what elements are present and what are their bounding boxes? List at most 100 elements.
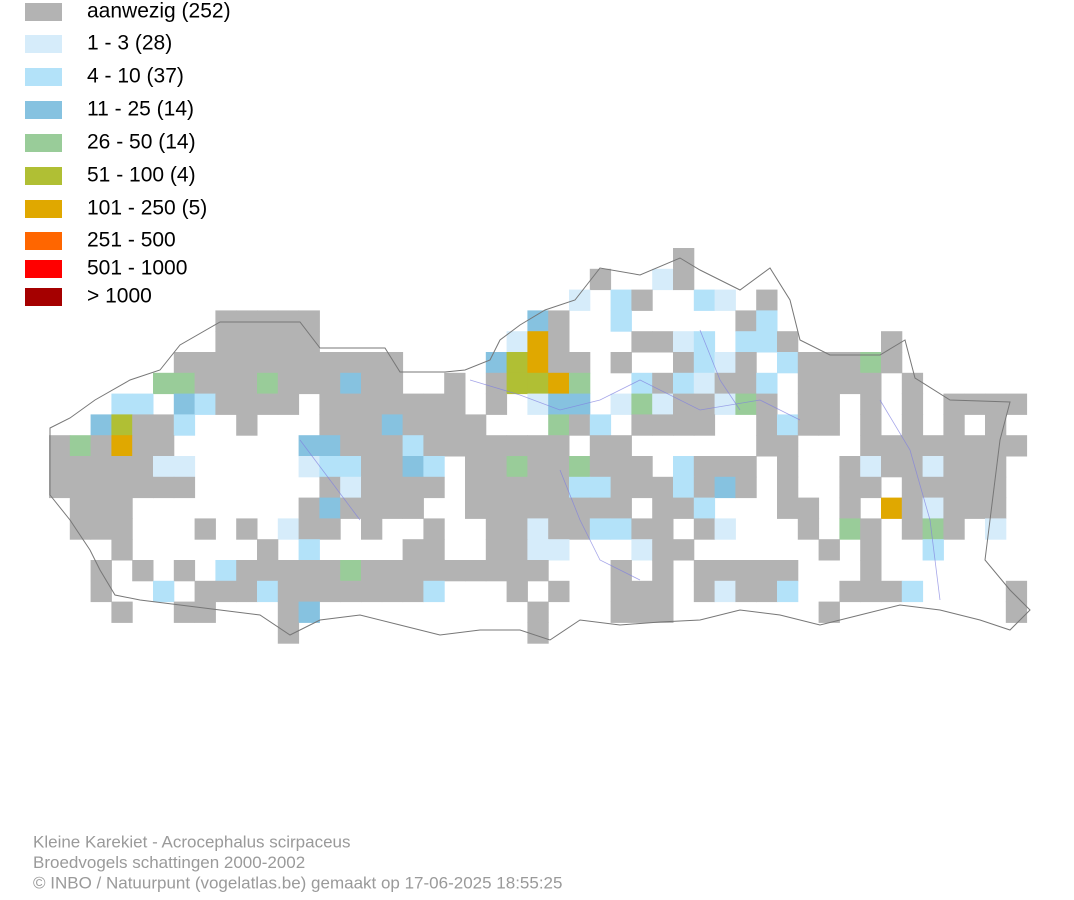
grid-cell [735, 372, 757, 395]
grid-cell [943, 518, 965, 540]
footer-line: © INBO / Natuurpunt (vogelatlas.be) gema… [33, 873, 562, 892]
grid-cell [132, 435, 154, 457]
grid-cell [90, 560, 112, 582]
grid-cell [735, 456, 757, 478]
legend-swatch [25, 68, 62, 86]
grid-cell [631, 539, 653, 561]
grid-cell [173, 414, 196, 436]
grid-cell [777, 414, 799, 436]
grid-cell [839, 352, 861, 374]
grid-cell [548, 476, 570, 499]
grid-cell [465, 435, 487, 457]
grid-cell [173, 352, 196, 374]
grid-cell [985, 497, 1007, 519]
grid-cell [777, 497, 799, 519]
footer-line: Kleine Karekiet - Acrocephalus scirpaceu… [33, 832, 351, 851]
grid-cell [194, 372, 216, 395]
grid-cell [298, 580, 320, 603]
grid-cell [901, 497, 924, 519]
grid-cell [319, 497, 341, 519]
grid-cell [548, 414, 570, 436]
grid-cell [402, 414, 424, 436]
grid-cell [527, 518, 549, 540]
legend-swatch [25, 35, 62, 53]
grid-cell [361, 456, 383, 478]
grid-cell [756, 435, 778, 457]
grid-cell [569, 456, 591, 478]
grid-cell [901, 580, 924, 603]
grid-cell [673, 456, 695, 478]
grid-cell [860, 393, 882, 415]
grid-cell [548, 518, 570, 540]
grid-cell [714, 476, 736, 499]
grid-cell [361, 476, 383, 499]
grid-cell [652, 560, 674, 582]
grid-cell [215, 372, 237, 395]
grid-cell [298, 560, 320, 582]
grid-cell [215, 393, 237, 415]
grid-cell [319, 580, 341, 603]
grid-cell [506, 518, 528, 540]
grid-cell [194, 601, 216, 623]
grid-cell [506, 372, 528, 395]
grid-cell [319, 476, 341, 499]
grid-cell [589, 476, 612, 499]
grid-cell [652, 476, 674, 499]
grid-cell [548, 331, 570, 353]
grid-cell [777, 560, 799, 582]
grid-cell [423, 476, 445, 499]
grid-cell [548, 435, 570, 457]
grid-cell [277, 622, 300, 644]
legend-label: 1 - 3 (28) [87, 32, 172, 55]
grid-cell [153, 456, 175, 478]
grid-cell [735, 310, 757, 332]
grid-cell [714, 372, 736, 395]
grid-cell [277, 601, 300, 623]
grid-cell [901, 414, 924, 436]
grid-cell [943, 393, 965, 415]
grid-cell [589, 414, 612, 436]
grid-cell [714, 518, 736, 540]
grid-cell [756, 393, 778, 415]
legend-swatch [25, 288, 62, 306]
grid-cell [423, 393, 445, 415]
grid-cell [839, 518, 861, 540]
grid-cell [153, 435, 175, 457]
grid-cell [777, 580, 799, 603]
grid-cell [298, 435, 320, 457]
grid-cell [714, 580, 736, 603]
grid-cell [423, 560, 445, 582]
grid-cell [652, 393, 674, 415]
grid-cell [485, 539, 508, 561]
grid-cell [860, 518, 882, 540]
grid-cell [943, 476, 965, 499]
grid-cell [236, 352, 258, 374]
legend-swatch [25, 3, 62, 21]
grid-cell [49, 435, 71, 457]
grid-cell [839, 476, 861, 499]
grid-cell [693, 476, 716, 499]
legend-label: 11 - 25 (14) [87, 98, 194, 121]
grid-cell [881, 331, 903, 353]
grid-cell [423, 539, 445, 561]
grid-cell [756, 310, 778, 332]
grid-cell [153, 414, 175, 436]
grid-cell [506, 560, 528, 582]
grid-cell [381, 497, 404, 519]
grid-cell [236, 414, 258, 436]
grid-cell [985, 518, 1007, 540]
grid-cell [1005, 435, 1028, 457]
grid-cell [111, 456, 133, 478]
grid-cell [548, 456, 570, 478]
grid-cell [361, 580, 383, 603]
grid-cell [485, 518, 508, 540]
grid-cell [111, 539, 133, 561]
grid-cell [985, 476, 1007, 499]
grid-cell [652, 331, 674, 353]
grid-cell [693, 414, 716, 436]
grid-cell [589, 456, 612, 478]
grid-cell [527, 456, 549, 478]
grid-cell [132, 560, 154, 582]
grid-cell [381, 560, 404, 582]
grid-cell [964, 393, 986, 415]
